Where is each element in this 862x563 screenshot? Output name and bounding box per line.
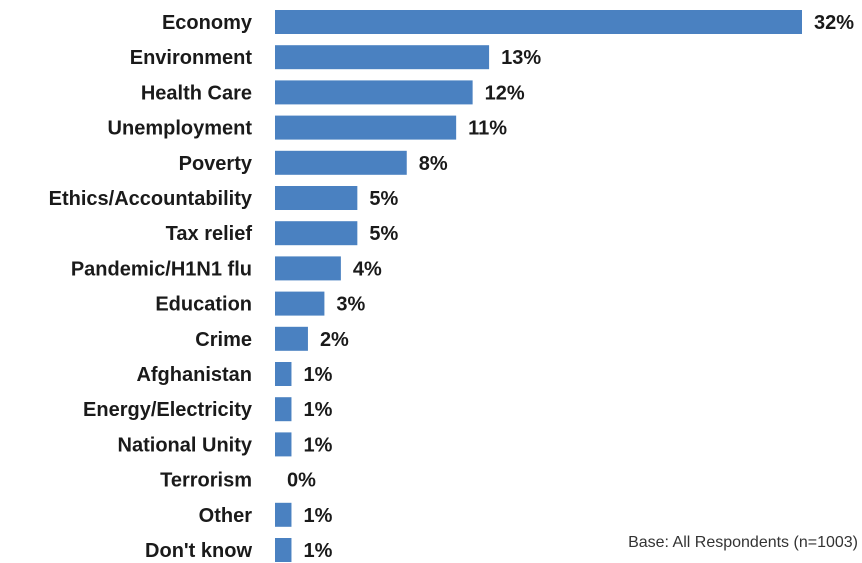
value-label-afghanistan: 1% xyxy=(303,364,332,386)
bar-pandemic-h1n1-flu xyxy=(275,256,341,281)
bar-ethics-accountability xyxy=(275,186,358,210)
bar-crime xyxy=(275,326,308,351)
bar-health-care xyxy=(275,80,473,105)
bar-afghanistan xyxy=(275,362,292,386)
category-label-poverty: Poverty xyxy=(179,153,253,175)
value-label-don-t-know: 1% xyxy=(303,540,332,562)
bar-poverty xyxy=(275,150,407,175)
category-label-unemployment: Unemployment xyxy=(108,118,253,140)
value-label-crime: 2% xyxy=(320,329,349,351)
value-label-education: 3% xyxy=(336,294,365,316)
base-footnote: Base: All Respondents (n=1003) xyxy=(628,534,858,551)
bar-economy xyxy=(275,10,802,34)
category-label-education: Education xyxy=(155,294,252,316)
category-label-crime: Crime xyxy=(195,329,252,351)
bar-education xyxy=(275,291,325,316)
value-label-other: 1% xyxy=(303,505,332,527)
category-label-national-unity: National Unity xyxy=(118,434,253,456)
category-label-economy: Economy xyxy=(162,12,253,34)
value-label-poverty: 8% xyxy=(419,153,448,175)
value-label-unemployment: 11% xyxy=(468,118,507,140)
value-label-environment: 13% xyxy=(501,47,541,69)
bar-other xyxy=(275,502,292,527)
category-label-energy-electricity: Energy/Electricity xyxy=(83,399,253,421)
value-label-health-care: 12% xyxy=(485,82,525,104)
category-label-afghanistan: Afghanistan xyxy=(136,364,252,386)
value-label-national-unity: 1% xyxy=(303,434,332,456)
value-label-terrorism: 0% xyxy=(287,470,316,492)
value-label-ethics-accountability: 5% xyxy=(369,188,398,210)
category-label-other: Other xyxy=(199,505,253,527)
value-label-economy: 32% xyxy=(814,12,854,34)
category-label-terrorism: Terrorism xyxy=(160,470,252,492)
bar-environment xyxy=(275,45,490,70)
category-label-ethics-accountability: Ethics/Accountability xyxy=(49,188,253,210)
bar-energy-electricity xyxy=(275,397,292,422)
bar-unemployment xyxy=(275,115,457,140)
category-label-health-care: Health Care xyxy=(141,82,252,104)
bar-national-unity xyxy=(275,432,292,457)
category-label-environment: Environment xyxy=(130,47,253,69)
value-label-energy-electricity: 1% xyxy=(303,399,332,421)
category-label-tax-relief: Tax relief xyxy=(166,223,253,245)
value-label-pandemic-h1n1-flu: 4% xyxy=(353,258,382,280)
bar-don-t-know xyxy=(275,538,292,562)
category-label-pandemic-h1n1-flu: Pandemic/H1N1 flu xyxy=(71,258,252,280)
category-label-don-t-know: Don't know xyxy=(145,540,252,562)
value-label-tax-relief: 5% xyxy=(369,223,398,245)
bar-tax-relief xyxy=(275,221,358,246)
